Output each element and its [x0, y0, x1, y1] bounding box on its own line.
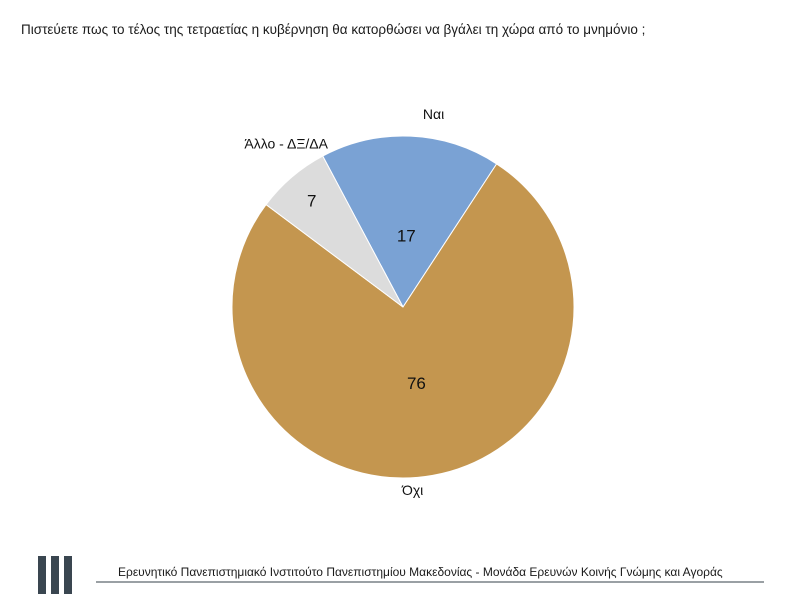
pie-slice-2: [265, 155, 404, 308]
slice-value-label-2: 7: [307, 192, 316, 211]
slice-value-label-0: 17: [397, 226, 416, 245]
slice-value-label-1: 76: [407, 374, 426, 393]
slice-name-label-2: Άλλο - ΔΞ/ΔΑ: [244, 136, 328, 152]
pie-slice-0: [322, 135, 498, 308]
footer-institute-name: Ερευνητικό Πανεπιστημιακό Ινστιτούτο Παν…: [118, 565, 723, 579]
chart-question-title: Πιστεύετε πως το τέλος της τετραετίας η …: [21, 22, 646, 37]
logo-bar-2: [51, 556, 59, 594]
slice-name-label-1: Όχι: [401, 482, 423, 498]
logo-bar-1: [38, 556, 46, 594]
institute-logo: [38, 556, 74, 594]
pie-slice-1: [231, 163, 575, 479]
footer-divider: [96, 581, 764, 583]
logo-bar-3: [64, 556, 72, 594]
slice-name-label-0: Ναι: [423, 106, 444, 122]
